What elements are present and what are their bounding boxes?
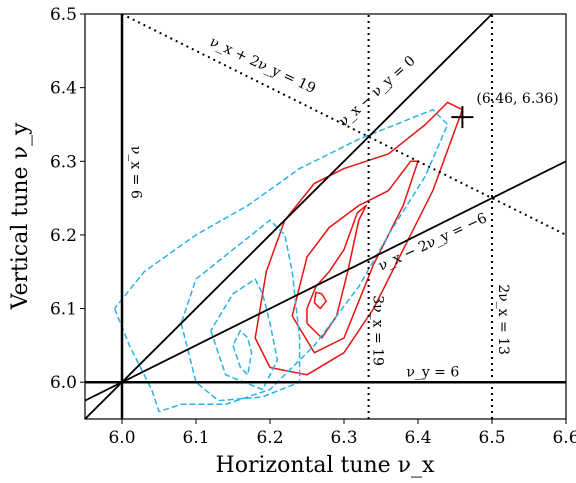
plot-area xyxy=(85,14,566,419)
contour-layer xyxy=(113,101,464,413)
resonance-label-6: 2ν_x = 13 xyxy=(495,284,511,355)
x-axis: 6.0 6.1 6.2 6.3 6.4 6.5 6.6 xyxy=(108,419,576,448)
x-tick-label: 6.1 xyxy=(182,428,209,448)
blue-contour-1 xyxy=(232,329,253,376)
resonance-label-3: ν_x = 6 xyxy=(127,146,143,199)
x-tick-label: 6.3 xyxy=(330,428,357,448)
y-tick-label: 6.5 xyxy=(50,5,77,25)
plot-frame xyxy=(84,13,567,420)
y-axis: 6.0 6.1 6.2 6.3 6.4 6.5 xyxy=(50,5,85,393)
red-contour-4 xyxy=(254,101,464,376)
red-contour-1 xyxy=(313,291,327,310)
y-tick-label: 6.3 xyxy=(50,152,77,172)
resonance-line-3 xyxy=(85,14,493,419)
marker-layer: (6.46, 6.36) xyxy=(451,91,559,129)
resonance-line-4 xyxy=(85,160,566,402)
resonance-line-layer xyxy=(85,14,566,419)
red-contour-3 xyxy=(291,160,419,354)
resonance-label-5: 3ν_x = 19 xyxy=(369,295,385,366)
x-tick-label: 6.4 xyxy=(404,428,431,448)
marker-label: (6.46, 6.36) xyxy=(476,91,558,107)
resonance-label-7: ν_y = 6 xyxy=(406,365,459,381)
y-tick-label: 6.4 xyxy=(50,79,77,99)
x-tick-label: 6.0 xyxy=(108,428,135,448)
blue-contour-4 xyxy=(113,108,449,413)
y-tick-label: 6.0 xyxy=(50,373,77,393)
x-tick-label: 6.5 xyxy=(478,428,505,448)
red-contour-2 xyxy=(306,204,367,339)
y-tick-label: 6.2 xyxy=(50,226,77,246)
x-axis-title: Horizontal tune ν_x xyxy=(216,453,436,478)
y-tick-label: 6.1 xyxy=(50,300,77,320)
resonance-line-5 xyxy=(121,14,566,236)
blue-contour-2 xyxy=(210,278,279,391)
blue-contour-3 xyxy=(180,219,301,402)
y-axis-title: Vertical tune ν_y xyxy=(8,122,33,310)
x-tick-label: 6.6 xyxy=(552,428,576,448)
x-tick-label: 6.2 xyxy=(256,428,283,448)
